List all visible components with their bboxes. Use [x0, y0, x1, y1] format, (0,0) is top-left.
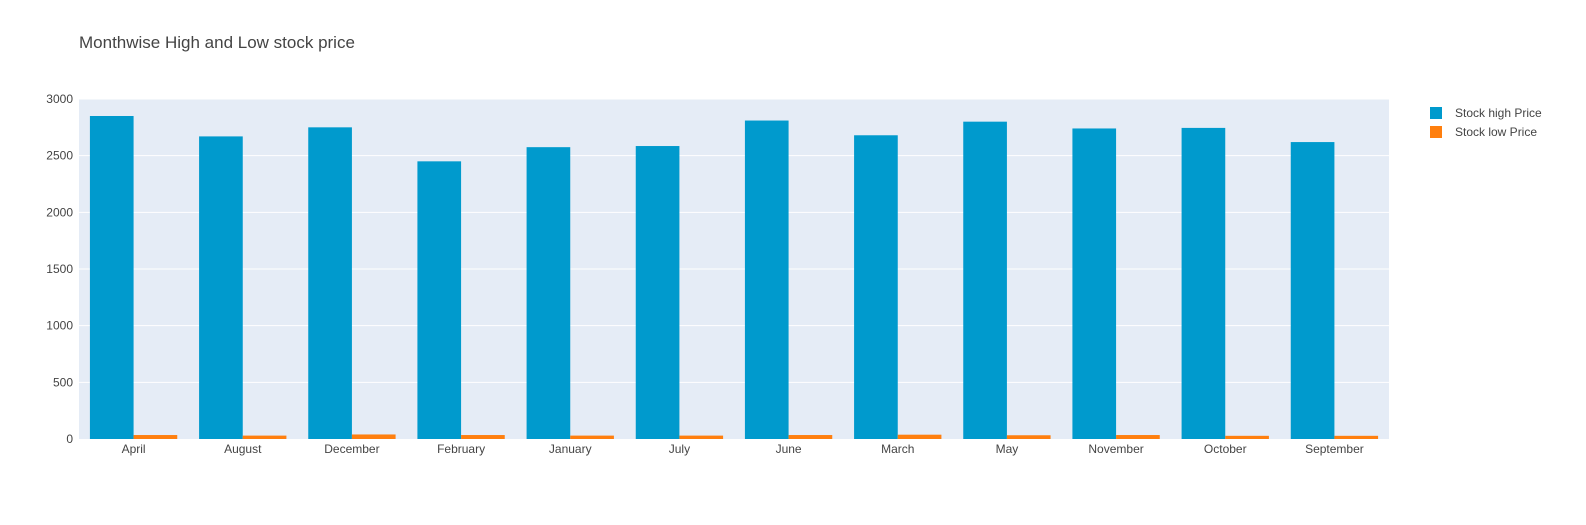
y-tick-label: 2000	[46, 205, 73, 219]
x-tick-label: July	[669, 442, 690, 456]
bar-stock-high-price-september[interactable]	[1290, 142, 1335, 440]
bar-stock-high-price-august[interactable]	[199, 136, 243, 439]
bar-stock-low-price-august[interactable]	[242, 435, 287, 439]
bar-stock-high-price-may[interactable]	[963, 121, 1007, 440]
x-tick-label: September	[1305, 442, 1364, 456]
bar-stock-low-price-july[interactable]	[679, 435, 724, 439]
bar-stock-low-price-march[interactable]	[897, 434, 942, 439]
bar-stock-high-price-june[interactable]	[744, 120, 789, 440]
x-axis: April August December February January July Ju…	[122, 442, 1364, 456]
x-tick-label: April	[122, 442, 146, 456]
x-tick-label: October	[1204, 442, 1247, 456]
bar-stock-high-price-november[interactable]	[1072, 128, 1117, 439]
y-tick-label: 3000	[46, 92, 73, 106]
x-tick-label: August	[224, 442, 262, 456]
legend-label[interactable]: Stock high Price	[1455, 106, 1542, 120]
x-tick-label: February	[437, 442, 485, 456]
y-tick-label: 2500	[46, 149, 73, 163]
bar-stock-low-price-september[interactable]	[1334, 435, 1379, 439]
x-tick-label: June	[776, 442, 802, 456]
y-tick-label: 500	[53, 375, 73, 389]
bar-stock-high-price-july[interactable]	[635, 146, 680, 440]
legend[interactable]: Stock high Price Stock low Price	[1430, 106, 1542, 139]
x-tick-label: March	[881, 442, 914, 456]
bar-stock-low-price-january[interactable]	[570, 435, 614, 439]
legend-swatch[interactable]	[1430, 126, 1442, 138]
legend-swatch[interactable]	[1430, 107, 1442, 119]
gridlines	[79, 98, 1389, 383]
bar-stock-low-price-february[interactable]	[461, 435, 505, 439]
bar-stock-high-price-april[interactable]	[89, 116, 134, 439]
bar-stock-high-price-december[interactable]	[308, 127, 352, 439]
y-tick-label: 1000	[46, 319, 73, 333]
bar-stock-low-price-december[interactable]	[351, 434, 396, 439]
bar-stock-high-price-october[interactable]	[1181, 127, 1226, 440]
legend-label[interactable]: Stock low Price	[1455, 125, 1537, 139]
y-axis: 0 500 1000 1500 2000 2500 3000	[46, 92, 73, 446]
bar-stock-high-price-january[interactable]	[526, 147, 571, 439]
bar-stock-low-price-june[interactable]	[788, 435, 833, 439]
x-tick-label: January	[549, 442, 592, 456]
bar-stock-low-price-october[interactable]	[1225, 435, 1269, 439]
chart-title: Monthwise High and Low stock price	[79, 33, 355, 52]
bar-stock-low-price-november[interactable]	[1116, 435, 1160, 439]
bars	[89, 116, 1379, 440]
bar-stock-high-price-march[interactable]	[854, 135, 898, 439]
x-tick-label: May	[996, 442, 1019, 456]
y-tick-label: 1500	[46, 262, 73, 276]
bar-stock-low-price-may[interactable]	[1006, 435, 1051, 439]
bar-stock-high-price-february[interactable]	[417, 161, 462, 440]
x-tick-label: November	[1088, 442, 1143, 456]
y-tick-label: 0	[66, 432, 73, 446]
bar-stock-low-price-april[interactable]	[133, 435, 178, 439]
x-tick-label: December	[324, 442, 379, 456]
